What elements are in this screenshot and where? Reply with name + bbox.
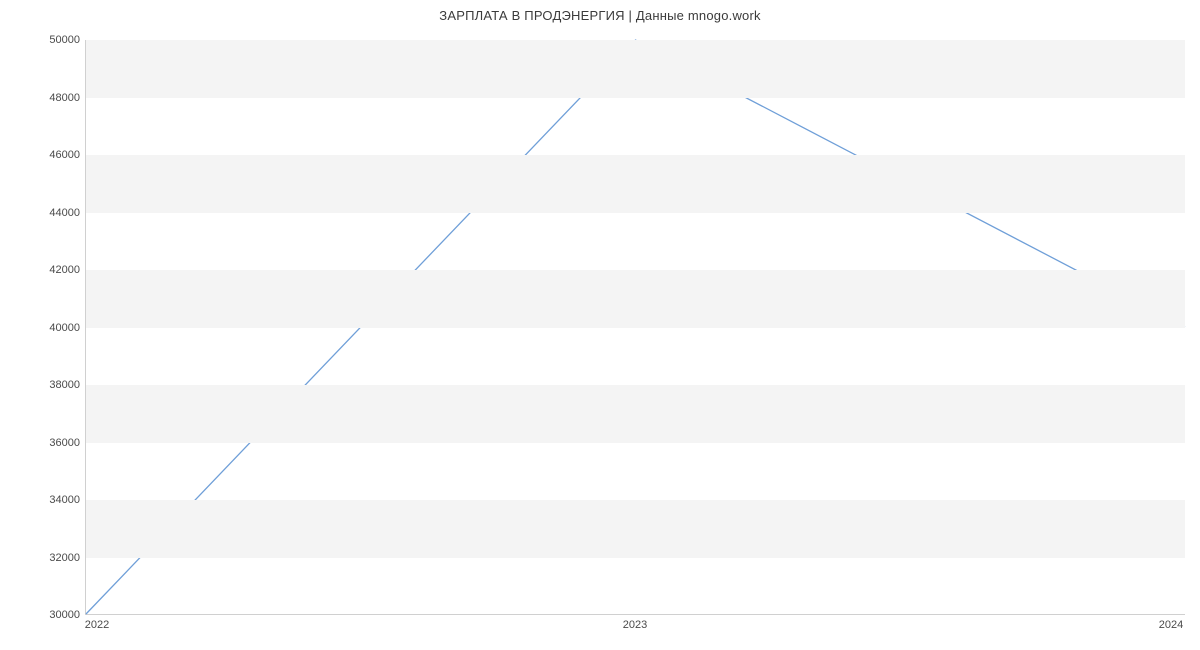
grid-band [86, 385, 1185, 443]
y-tick-label: 40000 [20, 322, 80, 334]
x-tick-label: 2022 [85, 619, 109, 631]
grid-band [86, 155, 1185, 213]
y-tick-label: 44000 [20, 207, 80, 219]
salary-chart: ЗАРПЛАТА В ПРОДЭНЕРГИЯ | Данные mnogo.wo… [0, 0, 1200, 650]
x-tick-label: 2023 [623, 619, 647, 631]
grid-band [86, 40, 1185, 98]
y-tick-label: 38000 [20, 379, 80, 391]
x-tick-label: 2024 [1159, 619, 1183, 631]
y-tick-label: 42000 [20, 264, 80, 276]
chart-title: ЗАРПЛАТА В ПРОДЭНЕРГИЯ | Данные mnogo.wo… [0, 8, 1200, 23]
y-tick-label: 46000 [20, 149, 80, 161]
y-tick-label: 36000 [20, 437, 80, 449]
y-tick-label: 50000 [20, 34, 80, 46]
plot-area [85, 40, 1185, 615]
grid-band [86, 270, 1185, 328]
grid-band [86, 500, 1185, 558]
y-tick-label: 32000 [20, 552, 80, 564]
y-tick-label: 48000 [20, 92, 80, 104]
y-tick-label: 34000 [20, 494, 80, 506]
y-tick-label: 30000 [20, 609, 80, 621]
